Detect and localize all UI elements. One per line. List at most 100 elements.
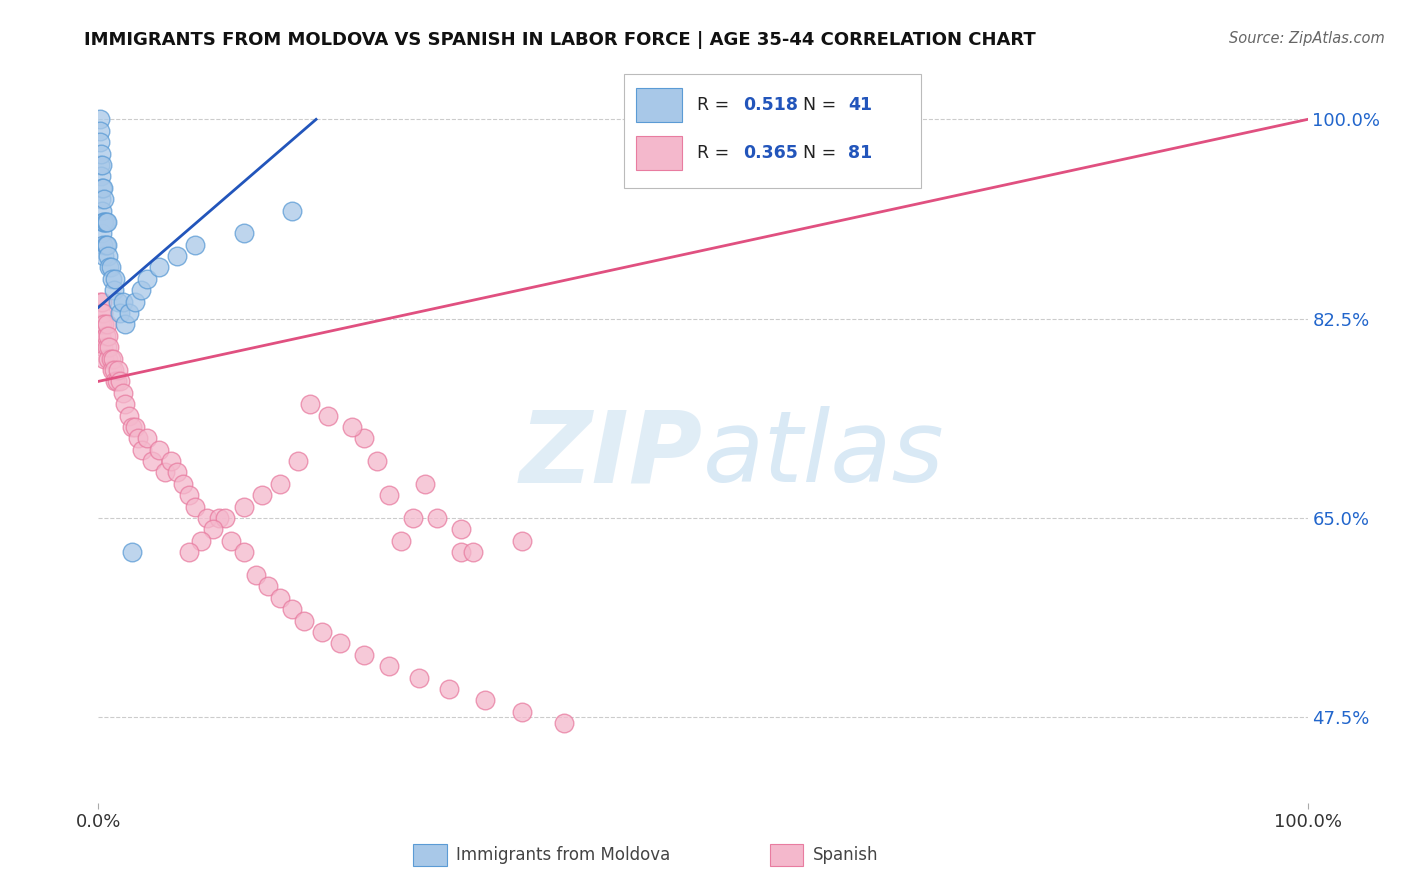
- Point: [190, 533, 212, 548]
- Point: [91, 180, 114, 194]
- Point: [292, 614, 315, 628]
- Point: [90, 192, 112, 206]
- Point: [160, 454, 183, 468]
- Point: [202, 523, 225, 537]
- Point: [108, 306, 131, 320]
- Point: [366, 454, 388, 468]
- Point: [114, 318, 136, 332]
- Point: [93, 318, 115, 332]
- Text: Immigrants from Moldova: Immigrants from Moldova: [457, 846, 671, 863]
- Point: [195, 511, 218, 525]
- Point: [148, 442, 170, 457]
- Point: [413, 476, 436, 491]
- Point: [103, 363, 125, 377]
- Point: [100, 272, 122, 286]
- Point: [118, 306, 141, 320]
- Point: [121, 545, 143, 559]
- Text: 41: 41: [848, 95, 872, 113]
- Point: [105, 375, 128, 389]
- Point: [269, 476, 291, 491]
- Point: [377, 659, 399, 673]
- Point: [208, 511, 231, 525]
- Bar: [413, 844, 447, 866]
- Point: [299, 397, 322, 411]
- Point: [111, 385, 134, 400]
- Point: [96, 340, 118, 354]
- Point: [90, 169, 112, 184]
- Point: [402, 511, 425, 525]
- Point: [214, 511, 236, 525]
- Point: [184, 500, 207, 514]
- Point: [100, 351, 122, 366]
- Point: [426, 511, 449, 525]
- Point: [89, 135, 111, 149]
- Point: [179, 545, 201, 559]
- Text: Spanish: Spanish: [813, 846, 879, 863]
- Point: [94, 237, 117, 252]
- Point: [184, 237, 207, 252]
- Point: [166, 466, 188, 480]
- Point: [118, 409, 141, 423]
- Point: [103, 283, 125, 297]
- Point: [135, 431, 157, 445]
- Point: [108, 375, 131, 389]
- Point: [124, 294, 146, 309]
- Point: [91, 318, 114, 332]
- Text: IMMIGRANTS FROM MOLDOVA VS SPANISH IN LABOR FORCE | AGE 35-44 CORRELATION CHART: IMMIGRANTS FROM MOLDOVA VS SPANISH IN LA…: [84, 31, 1036, 49]
- Point: [450, 545, 472, 559]
- Point: [148, 260, 170, 275]
- Point: [166, 249, 188, 263]
- Point: [93, 351, 115, 366]
- Point: [91, 227, 114, 241]
- Point: [256, 579, 278, 593]
- Point: [96, 237, 118, 252]
- Bar: [637, 88, 682, 121]
- Point: [141, 454, 163, 468]
- Point: [104, 375, 127, 389]
- Point: [90, 146, 112, 161]
- Text: ZIP: ZIP: [520, 407, 703, 503]
- Point: [342, 420, 364, 434]
- Point: [93, 215, 115, 229]
- Point: [94, 328, 117, 343]
- Point: [98, 340, 121, 354]
- Point: [510, 533, 533, 548]
- Point: [111, 294, 134, 309]
- Text: R =: R =: [697, 144, 735, 161]
- Point: [311, 624, 333, 639]
- Point: [96, 318, 118, 332]
- Point: [135, 272, 157, 286]
- Point: [97, 328, 120, 343]
- Point: [93, 192, 115, 206]
- Text: 0.518: 0.518: [742, 95, 797, 113]
- Point: [91, 215, 114, 229]
- Point: [437, 681, 460, 696]
- Point: [104, 272, 127, 286]
- Point: [100, 260, 122, 275]
- Point: [91, 294, 114, 309]
- Point: [114, 397, 136, 411]
- Point: [221, 533, 243, 548]
- Point: [232, 545, 254, 559]
- Point: [100, 363, 122, 377]
- Point: [98, 260, 121, 275]
- Point: [510, 705, 533, 719]
- Point: [250, 488, 273, 502]
- Point: [281, 602, 304, 616]
- Point: [93, 249, 115, 263]
- Point: [269, 591, 291, 605]
- Point: [91, 180, 114, 194]
- Point: [408, 671, 430, 685]
- Point: [91, 237, 114, 252]
- Text: R =: R =: [697, 95, 735, 113]
- Point: [107, 363, 129, 377]
- Point: [127, 431, 149, 445]
- Point: [245, 568, 267, 582]
- Point: [97, 249, 120, 263]
- Point: [463, 545, 485, 559]
- Point: [89, 318, 111, 332]
- Point: [89, 112, 111, 127]
- Text: 81: 81: [848, 144, 872, 161]
- Point: [353, 648, 375, 662]
- Point: [91, 203, 114, 218]
